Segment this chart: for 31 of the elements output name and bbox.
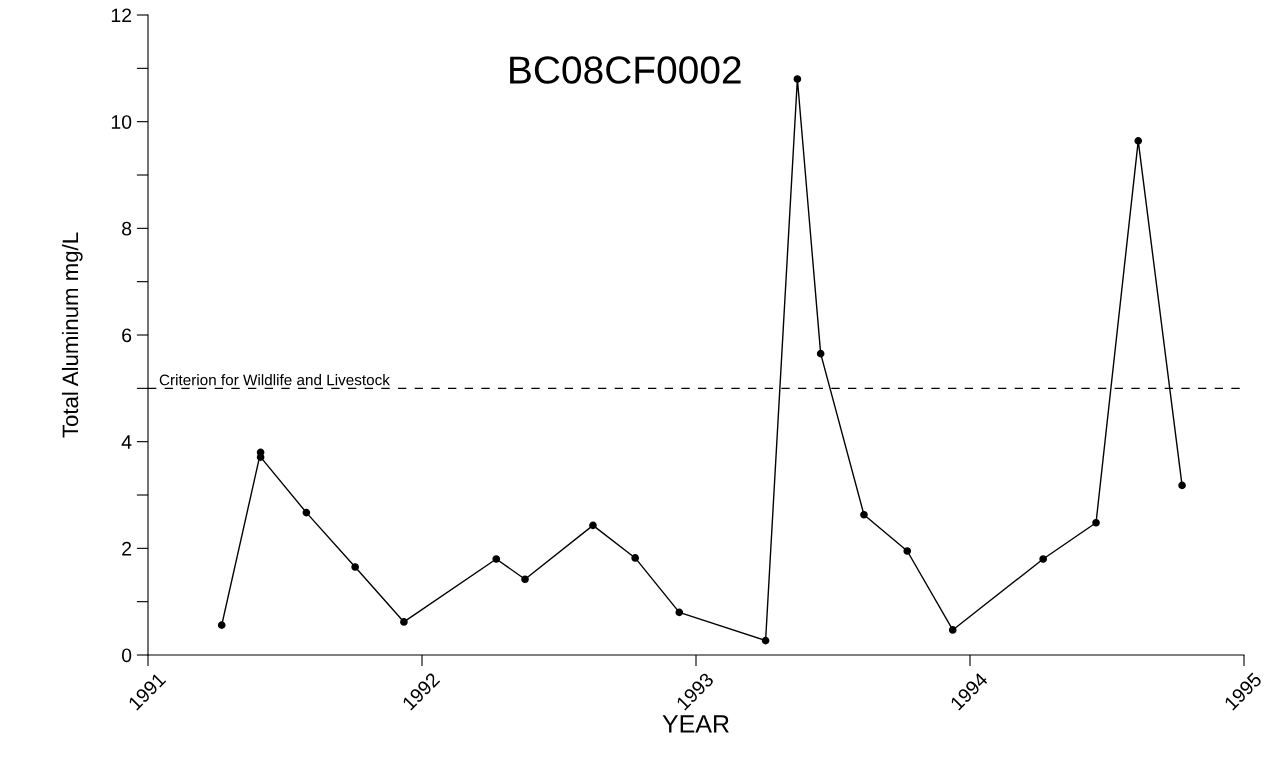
y-tick-label: 10 xyxy=(111,115,132,129)
point xyxy=(948,626,957,634)
point xyxy=(761,636,770,645)
point xyxy=(492,555,501,563)
point xyxy=(1039,555,1047,563)
point xyxy=(1092,518,1100,527)
point xyxy=(589,521,597,530)
y-tick-label: 4 xyxy=(121,435,132,449)
point xyxy=(217,621,226,629)
point xyxy=(302,508,311,517)
point xyxy=(903,547,912,555)
point xyxy=(631,554,639,562)
point xyxy=(400,618,408,626)
point xyxy=(521,575,529,584)
y-tick-label: 0 xyxy=(121,648,132,663)
point xyxy=(675,608,684,617)
point xyxy=(816,349,825,358)
point xyxy=(1178,481,1186,490)
y-tick-label: 2 xyxy=(122,541,132,556)
y-tick-label: 6 xyxy=(122,328,132,343)
y-axis-title: Total Aluminum mg/L xyxy=(61,232,83,438)
point xyxy=(860,510,868,519)
text: BC08CF0002 xyxy=(510,56,741,84)
x-axis-title: YEAR xyxy=(662,715,729,733)
y-tick-label: 8 xyxy=(122,221,132,236)
point xyxy=(1134,137,1143,145)
point xyxy=(793,75,802,83)
point xyxy=(351,563,359,571)
ref-line-label: Criterion for Wildlife and Livestock xyxy=(159,374,390,386)
y-tick-label: 12 xyxy=(111,8,132,23)
point xyxy=(256,453,265,461)
